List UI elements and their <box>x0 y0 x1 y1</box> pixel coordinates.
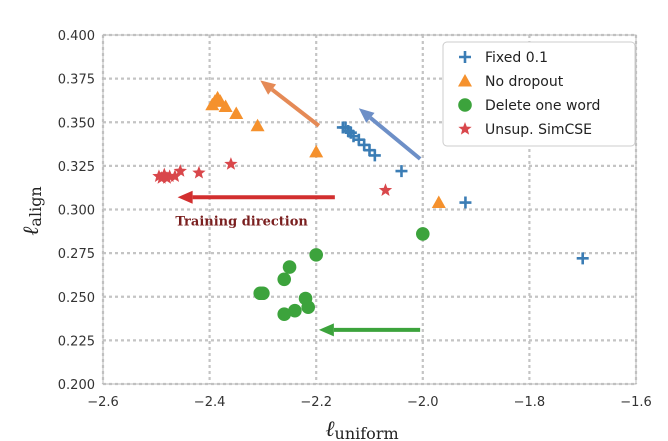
data-point <box>277 307 292 322</box>
y-tick-label: 0.325 <box>58 160 95 175</box>
y-tick-label: 0.275 <box>58 247 95 262</box>
legend-entry: No dropout <box>458 74 564 90</box>
arrow-head <box>358 108 375 123</box>
data-point <box>157 167 171 181</box>
data-point <box>253 286 268 301</box>
legend-marker <box>459 51 471 63</box>
y-tick-label: 0.250 <box>58 291 95 306</box>
data-point <box>162 169 177 183</box>
annotations: Training direction <box>175 215 308 230</box>
y-tick-label: 0.200 <box>58 378 95 393</box>
data-points <box>152 90 589 322</box>
legend-label: No dropout <box>485 74 564 90</box>
data-point <box>224 157 238 170</box>
data-point <box>168 169 182 183</box>
data-point <box>277 272 292 287</box>
y-tick-label: 0.375 <box>58 73 95 88</box>
data-point <box>250 118 265 132</box>
arrow-green <box>318 323 421 337</box>
x-tick-label: −2.0 <box>407 395 439 410</box>
data-point <box>309 144 324 158</box>
data-point <box>336 121 349 134</box>
series-plus <box>336 121 589 265</box>
x-tick-label: −2.2 <box>300 395 332 410</box>
y-tick-label: 0.350 <box>58 116 95 131</box>
arrow-head <box>260 80 277 95</box>
y-axis-label: ℓalign <box>19 186 45 236</box>
data-point <box>229 106 244 120</box>
data-point <box>301 300 316 315</box>
data-point <box>459 196 472 209</box>
data-point <box>431 195 446 209</box>
arrow-orange <box>260 80 321 128</box>
data-point <box>378 183 393 196</box>
legend-entry: Fixed 0.1 <box>459 50 548 66</box>
training-direction-label: Training direction <box>175 215 308 230</box>
arrow-shaft <box>270 87 321 128</box>
series-star <box>152 157 393 196</box>
x-axis-label: ℓuniform <box>325 417 398 441</box>
data-point <box>309 248 324 262</box>
data-point <box>288 303 302 318</box>
data-point <box>205 97 220 111</box>
data-point <box>173 164 187 177</box>
x-tick-label: −2.6 <box>87 395 119 410</box>
legend-marker <box>458 98 472 112</box>
plot-frame <box>102 34 637 385</box>
legend-entry: Delete one word <box>458 98 600 114</box>
data-point <box>152 169 166 183</box>
x-tick-label: −1.8 <box>514 395 546 410</box>
y-tick-label: 0.400 <box>58 29 95 44</box>
legend-label: Delete one word <box>485 98 600 114</box>
legend-label: Fixed 0.1 <box>485 50 548 66</box>
legend-marker <box>458 122 472 135</box>
y-tick-label: 0.300 <box>58 204 95 219</box>
arrow-blue <box>358 108 422 161</box>
data-point <box>395 165 408 178</box>
direction-arrows <box>177 80 422 337</box>
series-circle <box>253 227 430 322</box>
arrow-red <box>177 190 335 204</box>
data-point <box>416 227 430 241</box>
legend-label: Unsup. SimCSE <box>485 122 592 138</box>
series-triangle <box>205 90 446 209</box>
x-tick-label: −2.4 <box>194 395 226 410</box>
data-point <box>282 260 297 274</box>
data-point <box>192 165 206 179</box>
arrow-shaft <box>369 116 422 161</box>
legend-entry: Unsup. SimCSE <box>458 122 592 138</box>
arrow-head <box>177 190 193 204</box>
legend: Fixed 0.1 No dropout Delete one word Unsup.… <box>442 41 636 147</box>
x-tick-label: −1.6 <box>620 395 652 410</box>
y-tick-label: 0.225 <box>58 334 95 349</box>
legend-box <box>442 41 636 147</box>
data-point <box>576 252 589 265</box>
legend-marker <box>458 74 472 87</box>
arrow-head <box>318 323 334 337</box>
tick-labels: −2.6 −2.4 −2.2 −2.0 −1.8 −1.6 0.200 0.225 0.250 0… <box>58 29 652 410</box>
